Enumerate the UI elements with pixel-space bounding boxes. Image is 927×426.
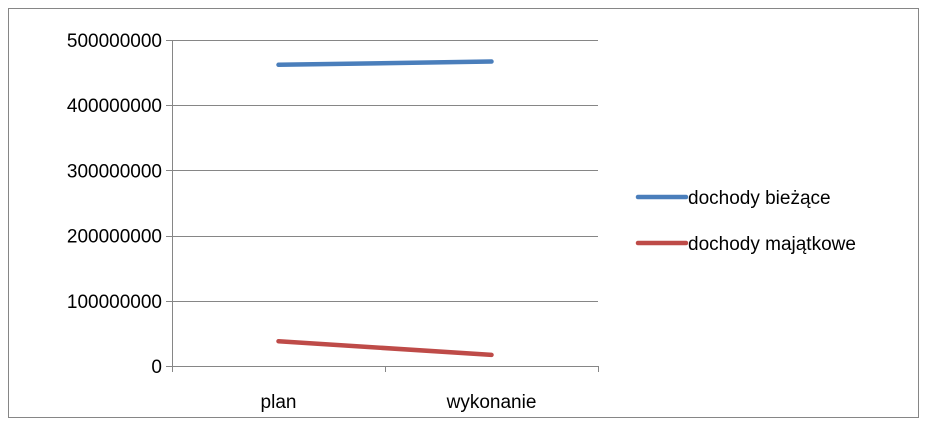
y-tick-label: 500000000 — [67, 31, 162, 52]
legend-label: dochody bieżące — [688, 188, 831, 209]
y-tick-label: 100000000 — [67, 292, 162, 313]
x-axis-tick-labels: plan wykonanie — [261, 392, 537, 413]
series-line — [276, 59, 494, 68]
y-tick-label: 200000000 — [67, 227, 162, 248]
y-axis-tick-labels: 0 100000000 200000000 300000000 400000000 500… — [67, 31, 162, 378]
gridlines — [172, 40, 598, 302]
legend-label: dochody majątkowe — [688, 234, 856, 255]
series-line — [276, 338, 494, 358]
axes — [166, 40, 599, 372]
x-tick-label: wykonanie — [446, 392, 537, 413]
y-tick-label: 400000000 — [67, 96, 162, 117]
chart-border — [8, 8, 919, 418]
legend: dochody bieżące dochody majątkowe — [635, 188, 856, 255]
y-tick-label: 300000000 — [67, 161, 162, 182]
y-tick-label: 0 — [151, 357, 162, 378]
series-lines — [276, 59, 494, 358]
x-tick-label: plan — [261, 392, 297, 413]
